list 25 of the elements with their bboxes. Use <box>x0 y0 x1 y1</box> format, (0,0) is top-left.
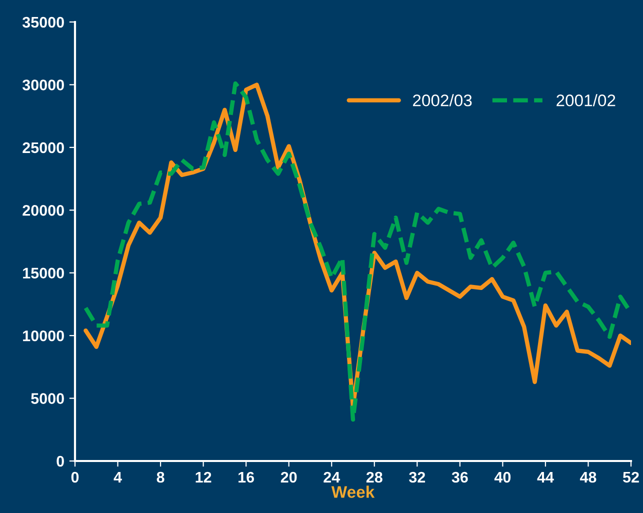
y-tick-label: 20000 <box>22 205 64 216</box>
x-axis-title: Week <box>331 486 375 498</box>
legend-label: 2002/03 <box>413 94 472 106</box>
y-tick-label: 15000 <box>23 268 64 279</box>
x-tick-label: 0 <box>71 472 79 483</box>
y-tick-label: 25000 <box>22 142 64 154</box>
x-tick-label: 36 <box>452 472 468 483</box>
legend-label: 2001/02 <box>556 94 616 106</box>
y-tick-label: 30000 <box>22 80 64 90</box>
x-tick-label: 44 <box>537 472 554 482</box>
y-tick-label: 10000 <box>23 330 64 342</box>
x-tick-label: 24 <box>324 472 340 482</box>
x-tick-label: 8 <box>156 472 164 483</box>
x-tick-label: 28 <box>366 472 382 483</box>
x-tick-label: 52 <box>622 472 639 483</box>
x-tick-label: 32 <box>409 472 426 483</box>
y-tick-label: 35000 <box>22 16 64 28</box>
x-tick-label: 12 <box>196 472 212 482</box>
x-tick-label: 48 <box>580 472 596 483</box>
y-tick-label: 5000 <box>31 393 64 404</box>
x-tick-label: 20 <box>280 472 297 483</box>
x-tick-label: 4 <box>114 472 122 482</box>
y-tick-label: 0 <box>56 456 64 467</box>
x-tick-label: 16 <box>238 472 254 483</box>
x-tick-label: 40 <box>494 472 511 483</box>
